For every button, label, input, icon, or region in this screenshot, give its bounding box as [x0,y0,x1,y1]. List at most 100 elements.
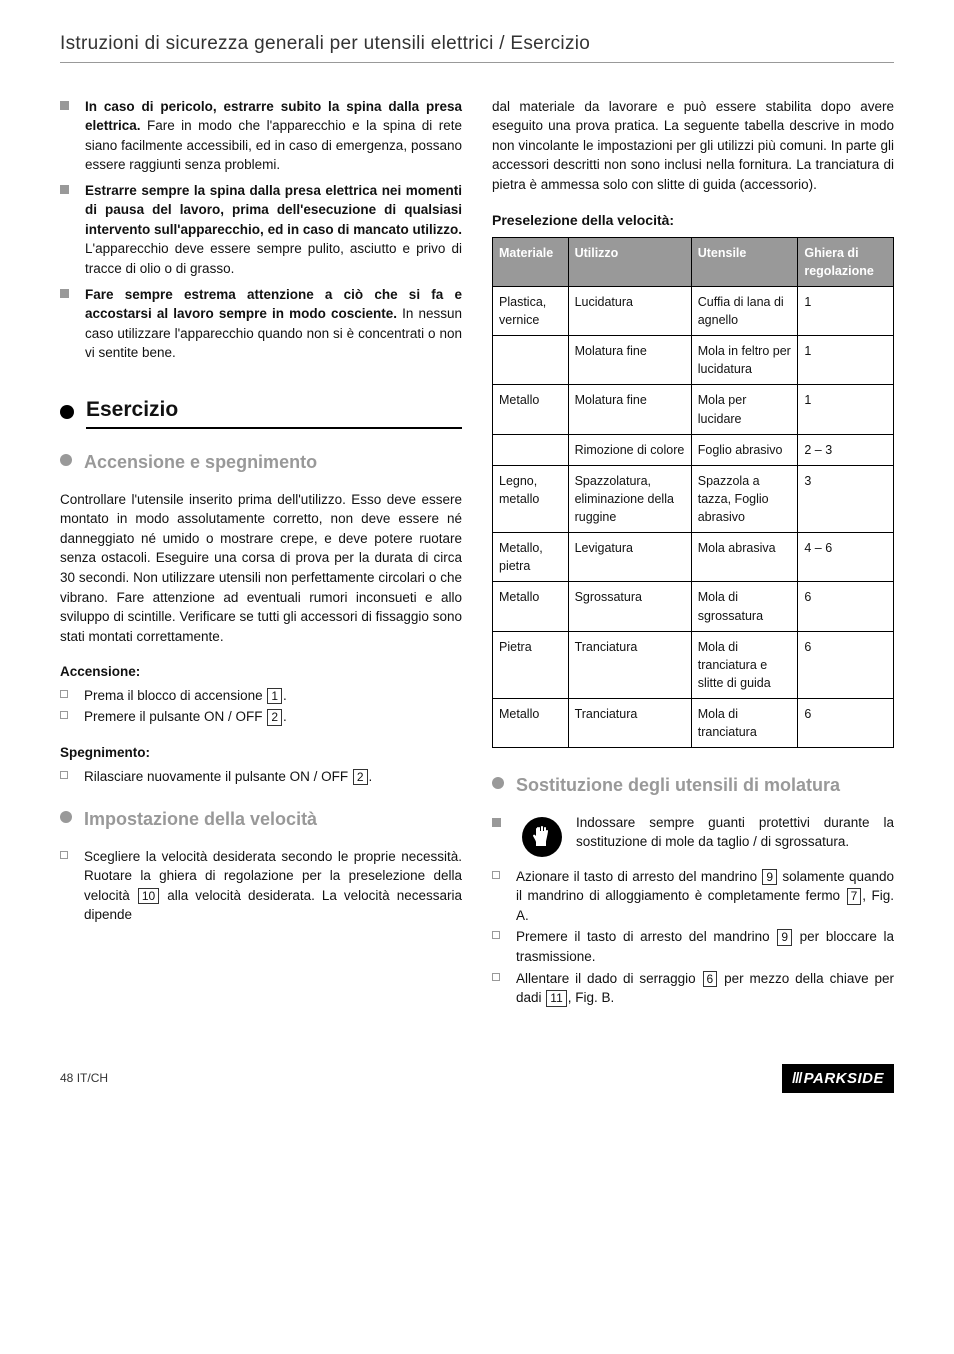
table-cell: Sgrossatura [568,582,691,631]
checkbox-icon [492,871,500,879]
page-footer: 48 IT/CH ///PARKSIDE [60,1064,894,1094]
table-header: Materiale [493,237,569,286]
table-cell [493,336,569,385]
table-cell: Molatura fine [568,385,691,434]
table-row: MetalloSgrossaturaMola di sgrossatura6 [493,582,894,631]
spegnimento-list: Rilasciare nuovamente il pulsante ON / O… [60,767,462,787]
table-cell: Mola per lucidare [691,385,798,434]
bullet-text: Fare sempre estrema attenzione a ciò che… [85,285,462,363]
table-cell: Molatura fine [568,336,691,385]
header-rule [60,62,894,63]
table-cell: Mola di tranciatura e slitte di guida [691,631,798,698]
safety-bullet: Estrarre sempre la spina dalla presa ele… [60,181,462,279]
table-cell: 2 – 3 [798,434,894,465]
glove-warning: Indossare sempre guanti protettivi duran… [492,813,894,857]
ref-number: 11 [546,990,566,1006]
square-bullet-icon [60,101,69,110]
table-row: Legno, metalloSpazzolatura, eliminazione… [493,465,894,532]
table-cell: Tranciatura [568,631,691,698]
checkbox-icon [492,931,500,939]
glove-icon [522,817,562,857]
table-cell: Mola di sgrossatura [691,582,798,631]
square-bullet-icon [492,818,501,827]
bullet-text: In caso di pericolo, estrarre subito la … [85,97,462,175]
ref-number: 6 [703,971,718,987]
spegnimento-heading: Spegnimento: [60,743,462,763]
subheading-accensione: Accensione e spegnimento [60,451,462,474]
ref-number: 9 [777,929,792,945]
content-columns: In caso di pericolo, estrarre subito la … [60,97,894,1018]
checkbox-icon [60,851,68,859]
table-cell: 1 [798,286,894,335]
table-row: MetalloTranciaturaMola di tranciatura6 [493,699,894,748]
bullet-text: Estrarre sempre la spina dalla presa ele… [85,181,462,279]
table-cell: 6 [798,631,894,698]
velocita-list: Scegliere la velocità desiderata secondo… [60,847,462,925]
safety-bullet: Fare sempre estrema attenzione a ciò che… [60,285,462,363]
table-cell: Rimozione di colore [568,434,691,465]
list-item: Scegliere la velocità desiderata secondo… [60,847,462,925]
table-cell: 1 [798,336,894,385]
list-item: Rilasciare nuovamente il pulsante ON / O… [60,767,462,787]
section-heading-esercizio: Esercizio [60,395,462,429]
right-column: dal materiale da lavorare e può essere s… [492,97,894,1018]
square-bullet-icon [60,289,69,298]
list-item: Allentare il dado di serraggio 6 per mez… [492,969,894,1008]
table-cell: 6 [798,582,894,631]
checkbox-icon [492,973,500,981]
checkbox-icon [60,771,68,779]
table-cell: 3 [798,465,894,532]
table-cell: Mola in feltro per lucidatura [691,336,798,385]
checkbox-icon [60,711,68,719]
sostituzione-list: Azionare il tasto di arresto del mandrin… [492,867,894,1008]
brand-logo: ///PARKSIDE [782,1064,894,1094]
page-header-title: Istruzioni di sicurezza generali per ute… [60,30,894,58]
ref-number: 1 [267,688,282,704]
glove-text: Indossare sempre guanti protettivi duran… [576,813,894,857]
table-cell: Foglio abrasivo [691,434,798,465]
table-cell: Legno, metallo [493,465,569,532]
sub-dot-icon [60,811,72,823]
table-row: Plastica, verniceLucidaturaCuffia di lan… [493,286,894,335]
ref-number: 9 [762,869,777,885]
table-row: PietraTranciaturaMola di tranciatura e s… [493,631,894,698]
list-item: Azionare il tasto di arresto del mandrin… [492,867,894,926]
speed-table: Materiale Utilizzo Utensile Ghiera di re… [492,237,894,749]
sub-dot-icon [492,777,504,789]
table-cell: Levigatura [568,533,691,582]
ref-number: 10 [138,888,159,904]
table-cell: Metallo, pietra [493,533,569,582]
table-cell: Cuffia di lana di agnello [691,286,798,335]
page-number: 48 IT/CH [60,1070,108,1087]
accensione-heading: Accensione: [60,662,462,682]
table-header: Utensile [691,237,798,286]
table-cell: Spazzola a tazza, Foglio abrasivo [691,465,798,532]
table-header-row: Materiale Utilizzo Utensile Ghiera di re… [493,237,894,286]
table-cell: Metallo [493,699,569,748]
table-row: MetalloMolatura fineMola per lucidare1 [493,385,894,434]
ref-number: 2 [267,709,282,725]
table-cell: 1 [798,385,894,434]
list-item: Premere il tasto di arresto del mandrino… [492,927,894,966]
table-cell: 6 [798,699,894,748]
checkbox-icon [60,690,68,698]
list-item: Premere il pulsante ON / OFF 2. [60,707,462,727]
preselezione-heading: Preselezione della velocità: [492,210,894,230]
table-header: Ghiera di regolazione [798,237,894,286]
table-row: Molatura fineMola in feltro per lucidatu… [493,336,894,385]
sub-dot-icon [60,454,72,466]
table-cell: Tranciatura [568,699,691,748]
ref-number: 2 [353,769,368,785]
subheading-sostituzione: Sostituzione degli utensili di molatura [492,774,894,797]
table-cell [493,434,569,465]
table-cell: Metallo [493,582,569,631]
paragraph: dal materiale da lavorare e può essere s… [492,97,894,195]
ref-number: 7 [847,888,862,904]
accensione-list: Prema il blocco di accensione 1. Premere… [60,686,462,727]
table-cell: Lucidatura [568,286,691,335]
table-cell: Mola di tranciatura [691,699,798,748]
table-row: Metallo, pietraLevigaturaMola abrasiva4 … [493,533,894,582]
safety-bullet: In caso di pericolo, estrarre subito la … [60,97,462,175]
table-cell: Pietra [493,631,569,698]
table-row: Rimozione di coloreFoglio abrasivo2 – 3 [493,434,894,465]
